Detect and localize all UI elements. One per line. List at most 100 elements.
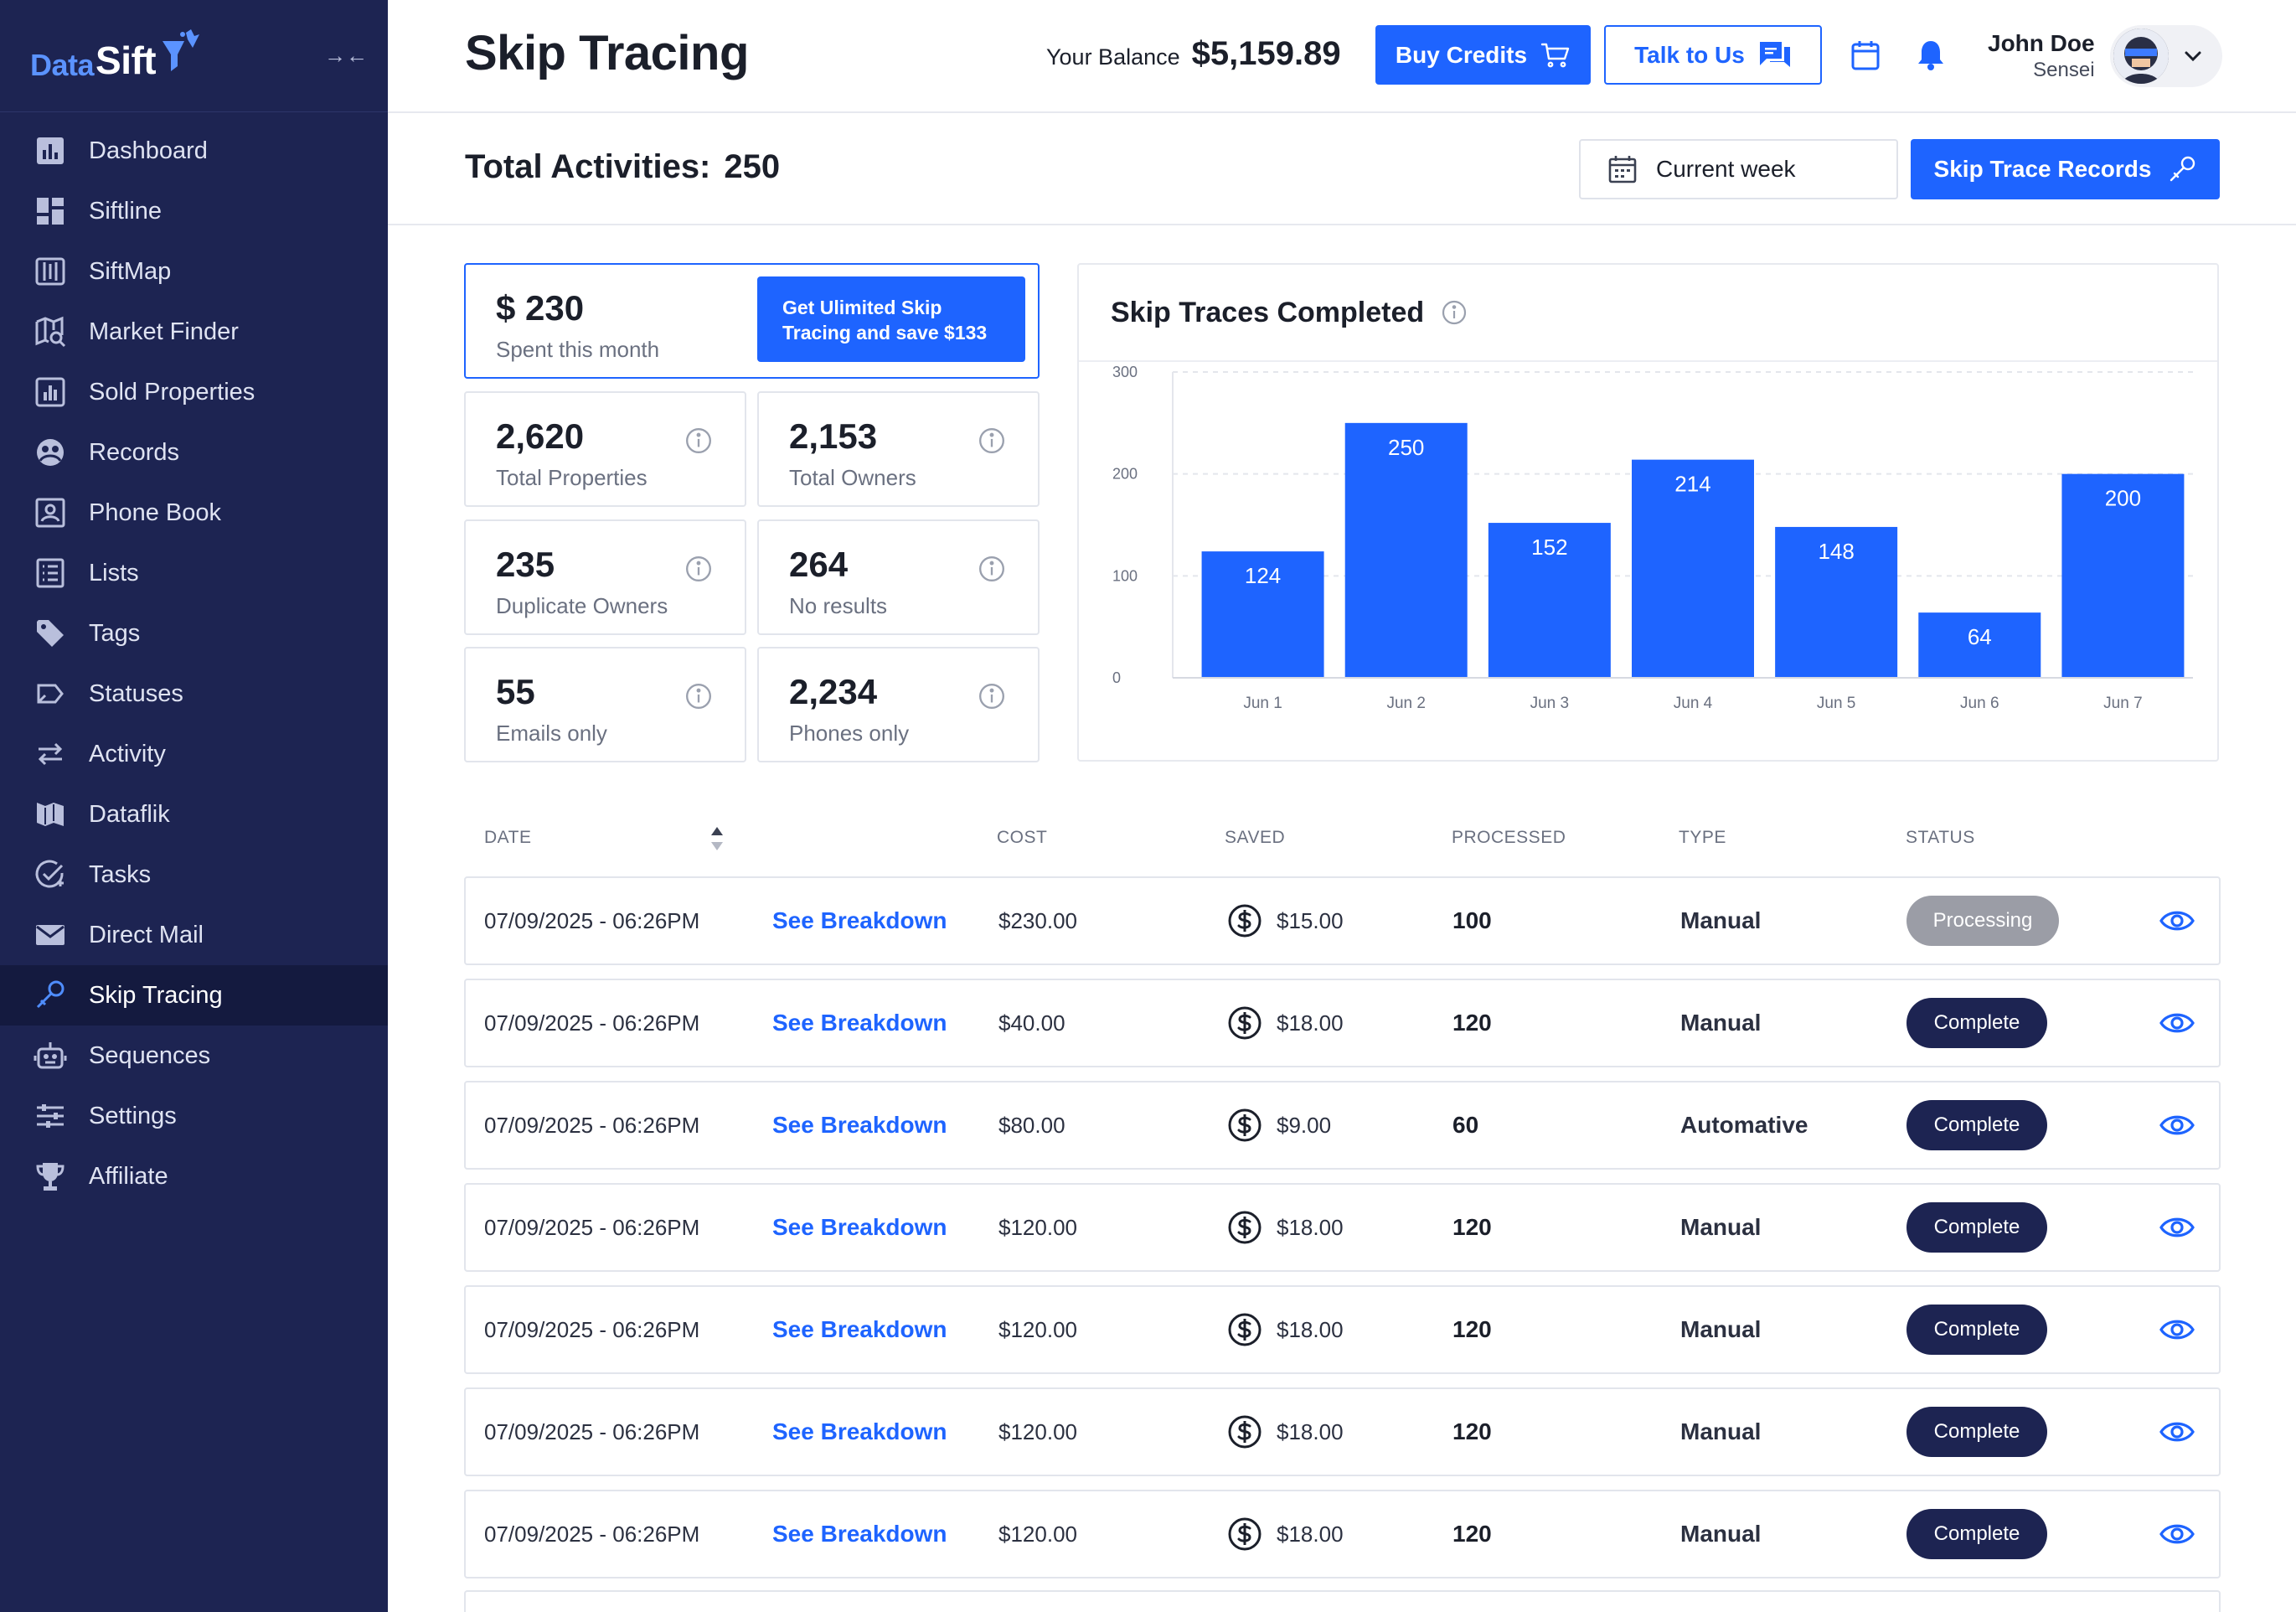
- sidebar-item-phone-book[interactable]: Phone Book: [0, 483, 388, 543]
- row-cost: $80.00: [998, 1112, 1065, 1138]
- sort-icon[interactable]: [709, 824, 725, 853]
- see-breakdown-link[interactable]: See Breakdown: [772, 1010, 947, 1036]
- brand-part-sift: Sift: [95, 38, 157, 82]
- sidebar-item-activity[interactable]: Activity: [0, 724, 388, 784]
- sidebar: Data Sift →← Dashboard Siftline SiftMap Mar…: [0, 0, 388, 1612]
- view-button[interactable]: [2159, 980, 2195, 1066]
- user-menu[interactable]: John Doe Sensei: [1988, 25, 2222, 87]
- view-button[interactable]: [2159, 1185, 2195, 1270]
- sidebar-item-label: Phone Book: [89, 499, 222, 526]
- view-button[interactable]: [2159, 1082, 2195, 1168]
- notifications-button[interactable]: [1912, 37, 1949, 74]
- chart-title: Skip Traces Completed: [1111, 296, 1425, 328]
- view-button[interactable]: [2159, 878, 2195, 964]
- chart-header: Skip Traces Completed: [1079, 265, 2217, 362]
- stat-card-emails-only: 55 Emails only: [464, 647, 746, 762]
- x-tick-label: Jun 4: [1674, 695, 1713, 712]
- sidebar-item-label: Lists: [89, 559, 139, 586]
- sidebar-item-sequences[interactable]: Sequences: [0, 1026, 388, 1086]
- see-breakdown-link[interactable]: See Breakdown: [772, 1112, 947, 1138]
- sidebar-item-label: Tasks: [89, 860, 152, 888]
- status-badge: Complete: [1906, 1407, 2047, 1457]
- row-saved: $18.00: [1226, 1287, 1344, 1372]
- see-breakdown-link[interactable]: See Breakdown: [772, 1316, 947, 1342]
- see-breakdown-link[interactable]: See Breakdown: [772, 907, 947, 933]
- row-processed: 120: [1452, 1521, 1492, 1547]
- info-icon[interactable]: [684, 682, 713, 710]
- stat-value: 55: [496, 672, 535, 711]
- balance: Your Balance $5,159.89: [1046, 35, 1341, 73]
- row-status: Complete: [1906, 1389, 2047, 1475]
- activity-icon: [34, 737, 67, 771]
- sidebar-item-siftline[interactable]: Siftline: [0, 181, 388, 241]
- sidebar-item-siftmap[interactable]: SiftMap: [0, 241, 388, 302]
- info-icon[interactable]: [1441, 299, 1468, 326]
- skip-tracing-icon: [34, 979, 67, 1012]
- total-activities-value: 250: [724, 148, 781, 185]
- top-header: Skip Tracing Your Balance $5,159.89 Buy …: [388, 0, 2296, 113]
- calendar-button[interactable]: [1847, 37, 1884, 74]
- x-tick-label: Jun 6: [1960, 695, 1999, 712]
- bar-value-label: 124: [1245, 563, 1281, 588]
- info-icon[interactable]: [978, 682, 1006, 710]
- see-breakdown-link[interactable]: See Breakdown: [772, 1418, 947, 1444]
- bar-value-label: 200: [2105, 486, 2141, 511]
- sidebar-item-tags[interactable]: Tags: [0, 603, 388, 664]
- skip-trace-records-label: Skip Trace Records: [1933, 156, 2152, 182]
- view-button[interactable]: [2159, 1287, 2195, 1372]
- stat-value: 264: [789, 545, 849, 584]
- x-tick-label: Jun 5: [1817, 695, 1855, 712]
- row-cost: $120.00: [998, 1521, 1077, 1547]
- sidebar-item-statuses[interactable]: Statuses: [0, 664, 388, 724]
- collapse-sidebar-button[interactable]: →←: [324, 39, 368, 72]
- sidebar-item-settings[interactable]: Settings: [0, 1086, 388, 1146]
- dollar-coin-icon: [1228, 1415, 1262, 1449]
- row-type: Manual: [1680, 1214, 1762, 1240]
- statuses-icon: [34, 677, 67, 710]
- sidebar-item-records[interactable]: Records: [0, 422, 388, 483]
- sidebar-item-skip-tracing[interactable]: Skip Tracing: [0, 965, 388, 1026]
- view-button[interactable]: [2159, 1389, 2195, 1475]
- row-status: Complete: [1906, 1287, 2047, 1372]
- dataflik-icon: [34, 798, 67, 831]
- talk-to-us-button[interactable]: Talk to Us: [1604, 25, 1822, 85]
- sidebar-item-lists[interactable]: Lists: [0, 543, 388, 603]
- sidebar-item-sold-properties[interactable]: Sold Properties: [0, 362, 388, 422]
- unlimited-skip-tracing-button[interactable]: Get Ulimited Skip Tracing and save $133: [757, 276, 1025, 362]
- sidebar-item-market-finder[interactable]: Market Finder: [0, 302, 388, 362]
- skip-trace-icon: [2170, 156, 2195, 182]
- chart-bar: [1344, 422, 1468, 678]
- bar-chart: 0 100 200 300 124 Jun 1 250 Jun 2 152 Jun 3 214 Jun…: [1112, 364, 2193, 712]
- sidebar-item-direct-mail[interactable]: Direct Mail: [0, 905, 388, 965]
- lists-icon: [34, 556, 67, 590]
- total-activities-label: Total Activities:: [465, 148, 711, 185]
- view-button[interactable]: [2159, 1491, 2195, 1577]
- sidebar-item-label: Activity: [89, 740, 166, 767]
- row-saved-value: $18.00: [1277, 1418, 1344, 1444]
- col-header-status: STATUS: [1906, 828, 1975, 847]
- info-icon[interactable]: [978, 426, 1006, 455]
- date-range-select[interactable]: Current week: [1579, 139, 1898, 199]
- skip-trace-records-button[interactable]: Skip Trace Records: [1911, 139, 2220, 199]
- col-header-processed: PROCESSED: [1452, 828, 1566, 847]
- info-icon[interactable]: [978, 555, 1006, 583]
- see-breakdown-link[interactable]: See Breakdown: [772, 1521, 947, 1547]
- see-breakdown-link[interactable]: See Breakdown: [772, 1214, 947, 1240]
- user-menu-toggle[interactable]: [2109, 25, 2222, 87]
- sidebar-item-dashboard[interactable]: Dashboard: [0, 121, 388, 181]
- info-icon[interactable]: [684, 426, 713, 455]
- buy-credits-button[interactable]: Buy Credits: [1375, 25, 1591, 85]
- status-badge: Processing: [1906, 896, 2059, 946]
- sidebar-item-dataflik[interactable]: Dataflik: [0, 784, 388, 845]
- sidebar-item-tasks[interactable]: Tasks: [0, 845, 388, 905]
- sidebar-item-affiliate[interactable]: Affiliate: [0, 1146, 388, 1206]
- row-type: Manual: [1680, 907, 1762, 933]
- dollar-coin-icon: [1228, 1108, 1262, 1142]
- stat-label: No results: [789, 593, 888, 618]
- info-icon[interactable]: [684, 555, 713, 583]
- row-date: 07/09/2025 - 06:26PM: [484, 1214, 700, 1240]
- datasift-logo[interactable]: Data Sift: [30, 28, 201, 83]
- market-finder-icon: [34, 315, 67, 349]
- chart-bar: [1632, 459, 1754, 678]
- spent-label: Spent this month: [496, 337, 660, 362]
